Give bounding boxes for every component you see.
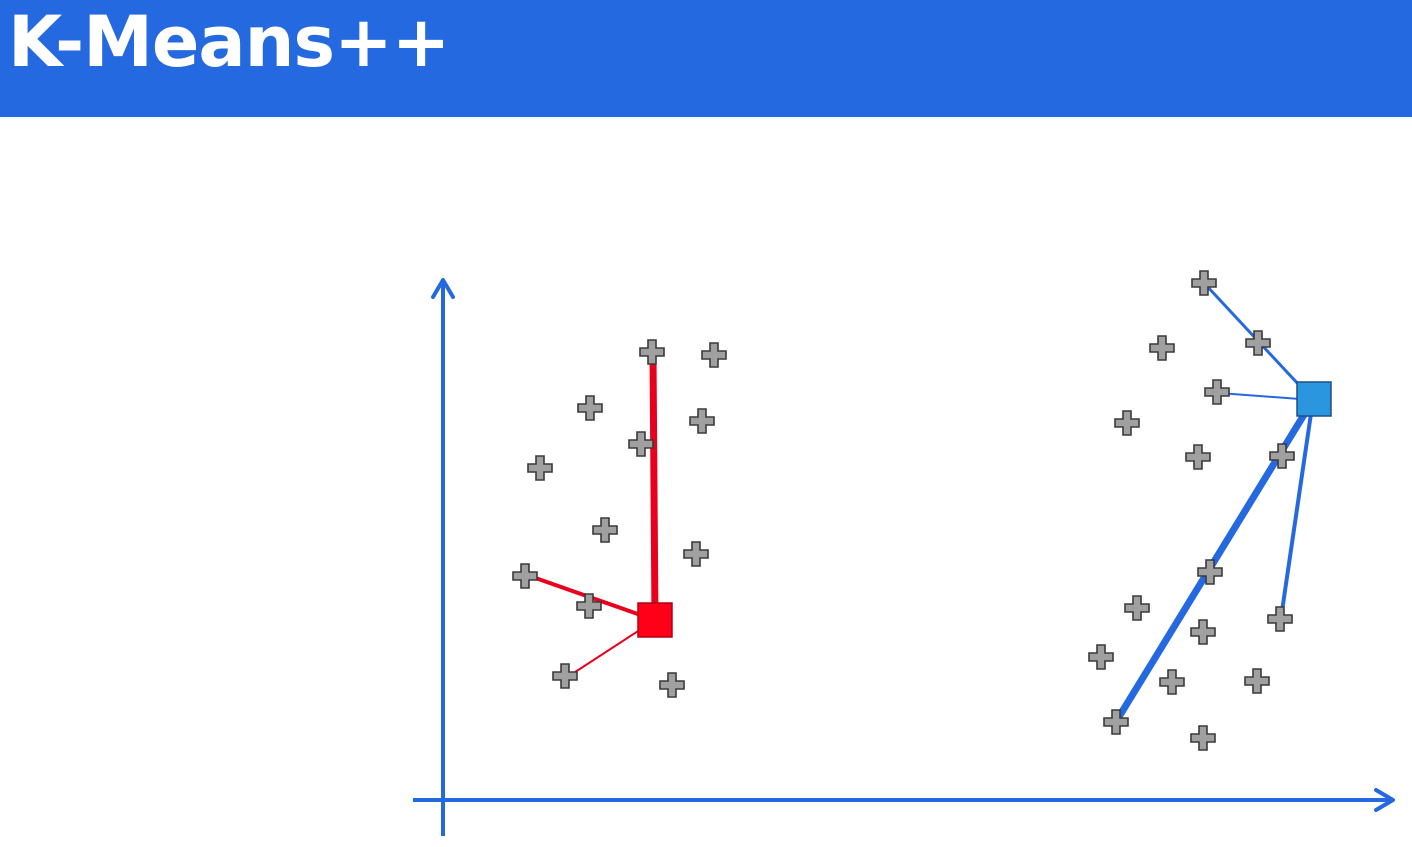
blue-distance-lines: [1114, 282, 1316, 722]
data-point-plus-icon: [527, 455, 553, 481]
data-point-plus-icon: [628, 431, 654, 457]
data-point-plus-icon: [1190, 725, 1216, 751]
data-point-plus-icon: [576, 593, 602, 619]
title-banner: K-Means++: [0, 0, 1412, 117]
data-point-plus-icon: [639, 339, 665, 365]
data-point-plus-icon: [683, 541, 709, 567]
data-point-plus-icon: [1124, 595, 1150, 621]
x-axis-arrowhead: [1374, 788, 1395, 812]
data-point-plus-icon: [552, 663, 578, 689]
data-point-plus-icon: [1190, 619, 1216, 645]
red-centroid: [637, 602, 673, 638]
blue-centroid: [1296, 381, 1332, 417]
blue-distance-line: [1279, 399, 1315, 619]
data-point-plus-icon: [1159, 669, 1185, 695]
data-point-plus-icon: [1088, 644, 1114, 670]
data-point-plus-icon: [1267, 606, 1293, 632]
data-point-plus-icon: [701, 342, 727, 368]
slide-title: K-Means++: [8, 1, 450, 83]
data-point-plus-icon: [577, 395, 603, 421]
data-point-plus-icon: [689, 408, 715, 434]
red-distance-line: [649, 354, 659, 621]
data-point-plus-icon: [1204, 379, 1230, 405]
y-axis-arrowhead: [431, 278, 455, 299]
axes: [413, 278, 1395, 836]
data-point-plus-icon: [1149, 335, 1175, 361]
data-point-plus-icon: [1185, 444, 1211, 470]
data-point-plus-icon: [592, 517, 618, 543]
data-point-plus-icon: [659, 672, 685, 698]
data-point-plus-icon: [512, 563, 538, 589]
data-point-plus-icon: [1114, 410, 1140, 436]
data-points: [512, 270, 1295, 751]
data-point-plus-icon: [1244, 668, 1270, 694]
